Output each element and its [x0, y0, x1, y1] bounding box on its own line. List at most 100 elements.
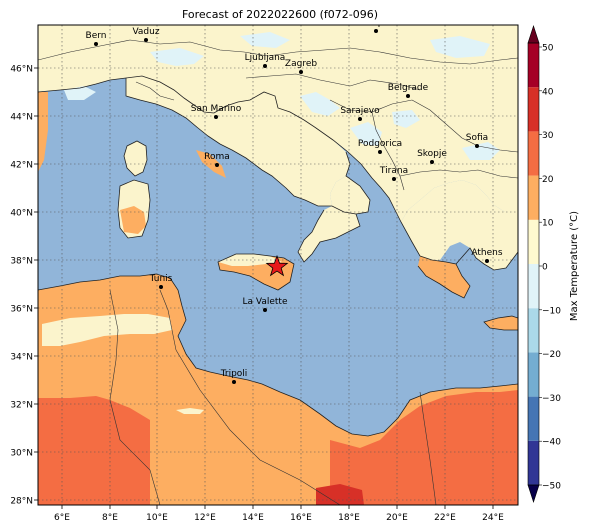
colorbar-tick-label: 30: [542, 131, 554, 141]
lon-tick-label: 24°E: [482, 513, 504, 523]
city-label: Ljubljana: [245, 53, 286, 63]
colorbar-tick-label: 20: [542, 175, 554, 185]
lon-tick-label: 6°E: [54, 513, 70, 523]
star-marker-icon: [265, 254, 289, 277]
colorbar-tick-label: 40: [542, 87, 554, 97]
colorbar-segment: [528, 131, 539, 176]
lat-tick-label: 28°N: [10, 497, 33, 507]
country-borders: [38, 39, 518, 505]
city-label: Skopje: [417, 149, 447, 159]
city-label: Tripoli: [220, 369, 248, 379]
latitude-axis: 28°N 30°N 32°N 34°N 36°N 38°N 40°N 42°N 44°N 46°N: [10, 65, 38, 507]
city-dot: [215, 163, 219, 167]
city-dot: [358, 117, 362, 121]
colorbar-segment: [528, 352, 539, 397]
colorbar-segment: [528, 308, 539, 353]
city-dot: [232, 380, 236, 384]
cold-alps: [150, 48, 204, 66]
land-africa-hot: [38, 396, 150, 505]
colorbar-max-arrow: [527, 25, 540, 44]
city-dot: [214, 115, 218, 119]
lat-tick-label: 38°N: [10, 257, 33, 267]
city-dot: [159, 285, 163, 289]
colorbar-tick-label: −10: [542, 306, 561, 316]
city-dot: [299, 70, 303, 74]
colorbar-tick-label: −30: [542, 394, 561, 404]
city-dot: [263, 308, 267, 312]
figure-title: Forecast of 2022022600 (f072-096): [182, 8, 378, 21]
city-label: Sarajevo: [340, 106, 380, 116]
land-corsica: [124, 141, 147, 176]
lon-tick-label: 20°E: [386, 513, 408, 523]
colorbar-segment: [528, 264, 539, 309]
land-africa-hot-east: [330, 390, 518, 505]
city-label: San Marino: [191, 104, 242, 114]
city-label: Vaduz: [132, 27, 159, 37]
land-greece: [401, 180, 518, 270]
city-label: Podgorica: [358, 139, 402, 149]
colorbar-tick-label: 10: [542, 219, 554, 229]
colorbar-tick-label: 0: [542, 263, 548, 273]
city-label: Bern: [86, 31, 107, 41]
city-label: Athens: [471, 248, 502, 258]
graticule: [38, 25, 518, 505]
city-label: La Valette: [243, 297, 288, 307]
city-label: Budapest: [355, 18, 398, 28]
cold-bulgaria: [462, 142, 500, 160]
lat-tick-label: 30°N: [10, 449, 33, 459]
colorbar-label: Max Temperature (°C): [569, 211, 580, 321]
lon-tick-label: 22°E: [434, 513, 456, 523]
city-dot: [406, 94, 410, 98]
city-dot: [430, 160, 434, 164]
city-label: Roma: [204, 152, 230, 162]
lat-tick-label: 40°N: [10, 209, 33, 219]
land-tunisia-cool: [42, 314, 172, 346]
cold-alps-2: [64, 86, 96, 100]
city-label: Zagreb: [285, 59, 317, 69]
cold-alpine-top: [240, 32, 290, 48]
colorbar-outline: [527, 42, 540, 486]
land-west-warm: [38, 92, 48, 172]
colorbar-min-arrow: [527, 484, 540, 503]
city-dot: [475, 144, 479, 148]
land-north: [38, 25, 518, 222]
land-apulia: [330, 176, 370, 214]
city-dot: [374, 29, 378, 33]
lon-tick-label: 10°E: [146, 513, 168, 523]
lat-tick-label: 44°N: [10, 113, 33, 123]
colorbar: 50 40 30 20 10 0 −10 −20 −30 −40 −50: [527, 25, 561, 503]
land-crete: [484, 316, 518, 330]
city-dot: [144, 38, 148, 42]
colorbar-tick-label: 50: [542, 44, 554, 54]
lat-tick-label: 42°N: [10, 161, 33, 171]
longitude-axis: 6°E 8°E 10°E 12°E 14°E 16°E 18°E 20°E 22°E 24°E: [54, 505, 504, 523]
lon-tick-label: 18°E: [338, 513, 360, 523]
city-dot: [485, 259, 489, 263]
lat-tick-label: 34°N: [10, 353, 33, 363]
lon-tick-label: 12°E: [194, 513, 216, 523]
city-label: Belgrade: [388, 83, 429, 93]
city-label: Tunis: [149, 274, 173, 284]
colorbar-tick-label: −40: [542, 438, 561, 448]
lon-tick-label: 14°E: [242, 513, 264, 523]
city-label: Tirana: [379, 166, 408, 176]
land-italy: [126, 76, 350, 206]
lat-tick-label: 32°N: [10, 401, 33, 411]
colorbar-segment: [528, 440, 539, 485]
cold-balkans-2: [350, 122, 382, 146]
land-calabria: [298, 206, 360, 262]
coastlines: [38, 75, 518, 437]
colorbar-segment: [528, 87, 539, 132]
land-libya-hot: [316, 484, 364, 505]
colorbar-segment: [528, 43, 539, 88]
colorbar-segment: [528, 396, 539, 441]
lat-tick-label: 46°N: [10, 65, 33, 75]
map-frame: [37, 24, 519, 506]
lat-tick-label: 36°N: [10, 305, 33, 315]
city-dot: [94, 42, 98, 46]
city-label: Sofia: [466, 133, 488, 143]
lon-tick-label: 8°E: [102, 513, 118, 523]
